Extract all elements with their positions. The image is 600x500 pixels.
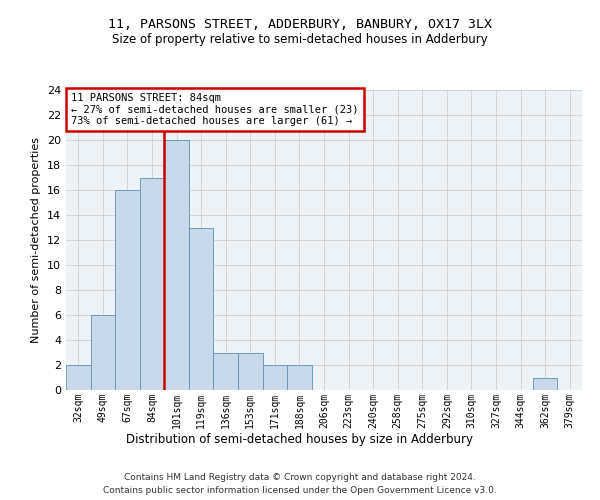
Bar: [263, 365, 287, 390]
Text: 11, PARSONS STREET, ADDERBURY, BANBURY, OX17 3LX: 11, PARSONS STREET, ADDERBURY, BANBURY, …: [108, 18, 492, 30]
Text: Distribution of semi-detached houses by size in Adderbury: Distribution of semi-detached houses by …: [127, 432, 473, 446]
Text: Contains public sector information licensed under the Open Government Licence v3: Contains public sector information licen…: [103, 486, 497, 495]
Bar: [115, 190, 140, 390]
Bar: [91, 315, 115, 390]
Bar: [287, 365, 312, 390]
Y-axis label: Number of semi-detached properties: Number of semi-detached properties: [31, 137, 41, 343]
Text: Contains HM Land Registry data © Crown copyright and database right 2024.: Contains HM Land Registry data © Crown c…: [124, 472, 476, 482]
Bar: [533, 378, 557, 390]
Bar: [214, 352, 238, 390]
Bar: [189, 228, 214, 390]
Bar: [66, 365, 91, 390]
Text: 11 PARSONS STREET: 84sqm
← 27% of semi-detached houses are smaller (23)
73% of s: 11 PARSONS STREET: 84sqm ← 27% of semi-d…: [71, 93, 359, 126]
Bar: [140, 178, 164, 390]
Bar: [238, 352, 263, 390]
Bar: [164, 140, 189, 390]
Text: Size of property relative to semi-detached houses in Adderbury: Size of property relative to semi-detach…: [112, 32, 488, 46]
